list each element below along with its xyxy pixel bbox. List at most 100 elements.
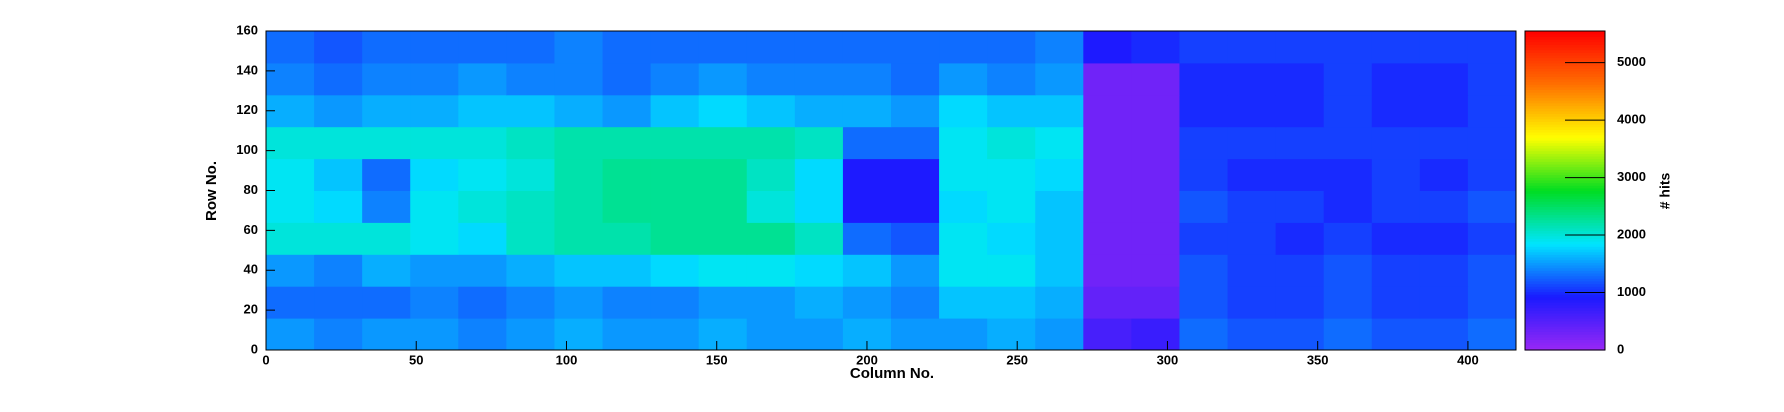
heat-cell <box>650 94 700 128</box>
heat-cell <box>506 286 555 319</box>
heat-cell <box>1227 62 1277 96</box>
colorbar-segment <box>1525 44 1605 48</box>
heat-cell <box>1371 190 1421 223</box>
heat-cell <box>1083 222 1132 255</box>
colorbar-segment <box>1525 214 1605 218</box>
heat-cell <box>314 286 363 319</box>
colorbar-segment <box>1525 150 1605 154</box>
heat-cell <box>939 126 988 160</box>
colorbar-segment <box>1525 302 1605 306</box>
heat-cell <box>1131 254 1180 287</box>
heat-cell <box>650 254 700 287</box>
colorbar-segment <box>1525 124 1605 128</box>
heat-cell <box>939 222 988 255</box>
heat-cell <box>554 158 604 191</box>
heat-cell <box>554 190 604 223</box>
heat-cell <box>1419 94 1469 128</box>
heat-cell <box>1275 62 1325 96</box>
heat-cell <box>410 126 459 160</box>
heat-cell <box>1083 62 1132 96</box>
heat-cell <box>1083 158 1132 191</box>
heat-cell <box>266 286 315 319</box>
colorbar-segment <box>1525 296 1605 301</box>
heat-cell <box>650 126 700 160</box>
heat-cell <box>1083 126 1132 160</box>
heat-cell <box>939 158 988 191</box>
heat-cell <box>506 31 555 64</box>
heat-cell <box>842 222 892 255</box>
colorbar-segment <box>1525 256 1605 261</box>
colorbar-segment <box>1525 243 1605 247</box>
x-tick-label: 50 <box>409 352 423 367</box>
heat-cell <box>1035 126 1084 160</box>
colorbar-segment <box>1525 193 1605 197</box>
heat-cell <box>1467 254 1517 287</box>
colorbar-segment <box>1525 299 1605 303</box>
heat-cell <box>1227 222 1277 255</box>
colorbar-segment <box>1525 328 1605 332</box>
heat-cell <box>602 286 652 319</box>
heat-cell <box>1131 94 1180 128</box>
heat-cell <box>1179 254 1229 287</box>
heat-cell <box>602 62 652 96</box>
colorbar-segment <box>1525 147 1605 152</box>
heat-cell <box>1467 31 1517 64</box>
colorbar-segment <box>1525 288 1605 293</box>
heat-cell <box>746 126 796 160</box>
heat-cell <box>1419 126 1469 160</box>
heat-cell <box>1227 158 1277 191</box>
heat-cell <box>1275 318 1325 351</box>
y-tick-label: 20 <box>244 302 258 317</box>
colorbar-segment <box>1525 294 1605 298</box>
heat-cell <box>1083 190 1132 223</box>
colorbar-segment <box>1525 227 1605 231</box>
colorbar-segment <box>1525 339 1605 343</box>
heat-cell <box>1035 31 1084 64</box>
heat-cell <box>1275 31 1325 64</box>
heat-cell <box>314 254 363 287</box>
colorbar-segment <box>1525 105 1605 109</box>
heat-cell <box>1467 190 1517 223</box>
heat-cell <box>410 190 459 223</box>
heat-cell <box>939 254 988 287</box>
colorbar-segment <box>1525 267 1605 271</box>
heat-cell <box>1323 286 1373 319</box>
heat-cell <box>506 126 555 160</box>
heat-cell <box>842 254 892 287</box>
heat-cell <box>794 31 844 64</box>
heat-cell <box>842 158 892 191</box>
heat-cell <box>410 31 459 64</box>
colorbar-segment <box>1525 219 1605 223</box>
heat-cell <box>1035 62 1084 96</box>
colorbar-segment <box>1525 262 1605 266</box>
colorbar-segment <box>1525 251 1605 255</box>
colorbar-segment <box>1525 254 1605 258</box>
heat-cell <box>891 31 940 64</box>
colorbar-segment <box>1525 78 1605 83</box>
heat-cell <box>1227 190 1277 223</box>
colorbar-segment <box>1525 259 1605 263</box>
heat-cell <box>1035 254 1084 287</box>
heat-cell <box>602 126 652 160</box>
colorbar-segment <box>1525 264 1605 269</box>
colorbar-segment <box>1525 283 1605 287</box>
heat-cell <box>1371 94 1421 128</box>
heat-cell <box>1131 286 1180 319</box>
heat-cell <box>362 222 411 255</box>
heat-cell <box>554 286 604 319</box>
heat-cell <box>987 222 1036 255</box>
heat-cell <box>506 62 555 96</box>
heat-cell <box>458 126 507 160</box>
heat-cell <box>794 254 844 287</box>
heat-cell <box>506 158 555 191</box>
heat-cell <box>1371 222 1421 255</box>
colorbar-segment <box>1525 217 1605 221</box>
heat-cell <box>987 190 1036 223</box>
colorbar-segment <box>1525 344 1605 348</box>
heat-cell <box>891 286 940 319</box>
heat-cell <box>939 94 988 128</box>
heat-cell <box>1035 158 1084 191</box>
colorbar-segment <box>1525 65 1605 69</box>
colorbar-segment <box>1525 246 1605 250</box>
heat-cell <box>314 190 363 223</box>
